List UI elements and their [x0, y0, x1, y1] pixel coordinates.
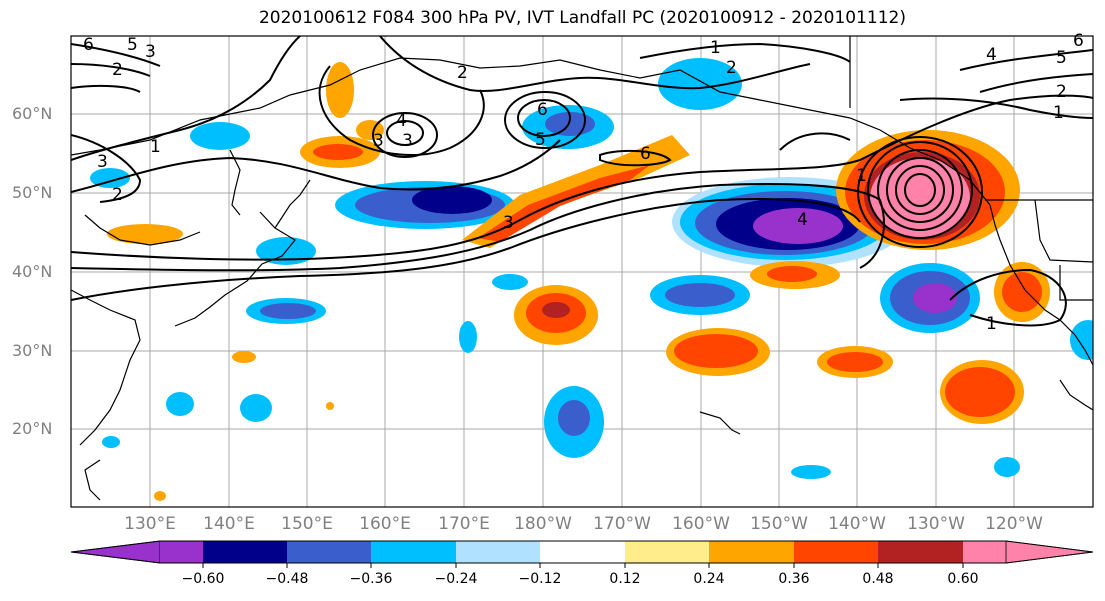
colorbar-cell	[160, 541, 203, 563]
colorbar-outline	[70, 540, 1094, 564]
colorbar-ticks	[202, 563, 964, 568]
lon-label: 140°E	[203, 514, 255, 534]
colorbar-cell	[456, 541, 540, 563]
colorbar-tick-label: −0.12	[518, 571, 562, 587]
contour-label: 6	[1073, 31, 1084, 51]
lat-label: 30°N	[12, 341, 53, 360]
lon-label: 140°W	[828, 514, 886, 534]
colorbar-cell	[287, 541, 371, 563]
colorbar-cell	[878, 541, 963, 563]
lon-label: 160°E	[359, 514, 411, 534]
lon-label: 150°E	[281, 514, 333, 534]
contour-label: 3	[402, 131, 413, 151]
contour-label: 2	[457, 63, 468, 83]
contour-label: 1	[856, 166, 867, 186]
contour-label: 4	[986, 45, 997, 65]
contour-label: 1	[986, 314, 997, 334]
lon-label: 170°E	[438, 514, 490, 534]
contour-label: 4	[396, 111, 407, 131]
contour-label: 1	[710, 38, 721, 58]
colorbar	[70, 540, 1094, 568]
contour-label: 2	[112, 185, 123, 205]
lon-label: 150°W	[750, 514, 808, 534]
colorbar-tick-label: 0.24	[693, 571, 725, 587]
contour-label: 4	[797, 210, 808, 230]
colorbar-tick-label: −0.48	[265, 571, 309, 587]
pv-contours	[71, 36, 1093, 327]
contour-label: 2	[726, 58, 737, 78]
contour-label: 6	[640, 144, 651, 164]
colorbar-cell	[1005, 540, 1094, 564]
lat-label: 20°N	[12, 419, 53, 438]
colorbar-cell	[709, 541, 794, 563]
contour-label: 3	[373, 131, 384, 151]
colorbar-cell	[963, 541, 1006, 563]
contour-label: 6	[537, 100, 548, 120]
lon-label: 180°W	[514, 514, 572, 534]
colorbar-tick-label: −0.36	[349, 571, 393, 587]
colorbar-tick-label: 0.36	[778, 571, 810, 587]
contour-label: 5	[127, 35, 138, 55]
colorbar-cell	[70, 540, 161, 564]
map-frame	[70, 35, 1094, 508]
contour-label: 3	[503, 213, 514, 233]
colorbar-cell	[540, 541, 625, 563]
colorbar-tick-label: −0.24	[434, 571, 478, 587]
contour-label: 3	[97, 152, 108, 172]
lon-label: 130°E	[124, 514, 176, 534]
colorbar-tick-label: 0.60	[947, 571, 979, 587]
contour-label: 3	[145, 42, 156, 62]
map-title: 2020100612 F084 300 hPa PV, IVT Landfall…	[258, 8, 906, 28]
colorbar-tick-label: 0.48	[862, 571, 894, 587]
lat-label: 40°N	[12, 262, 53, 281]
contour-label: 2	[1056, 82, 1067, 102]
lon-label: 130°W	[907, 514, 965, 534]
colorbar-cell	[794, 541, 878, 563]
colorbar-cell	[625, 541, 709, 563]
contour-label: 2	[112, 60, 123, 80]
contour-label: 6	[83, 35, 94, 55]
coastlines	[71, 36, 1093, 501]
lon-label: 120°W	[985, 514, 1043, 534]
colorbar-cell	[203, 541, 287, 563]
colorbar-tick-label: −0.60	[181, 571, 225, 587]
contour-label: 5	[535, 130, 546, 150]
contour-label: 1	[150, 137, 161, 157]
lon-label: 160°W	[672, 514, 730, 534]
contour-label: 1	[1053, 103, 1064, 123]
contour-labels: 6 5 3 2 1 3 2 2 1 2 4 3 3 6 5 6 1 4 3 5 …	[83, 31, 1084, 334]
lat-label: 50°N	[12, 183, 53, 202]
lon-label: 170°W	[593, 514, 651, 534]
lat-label: 60°N	[12, 104, 53, 123]
negative-anomaly-shading	[90, 58, 1093, 479]
colorbar-tick-label: 0.12	[609, 571, 641, 587]
contour-label: 5	[1056, 48, 1067, 68]
colorbar-cell	[371, 541, 456, 563]
